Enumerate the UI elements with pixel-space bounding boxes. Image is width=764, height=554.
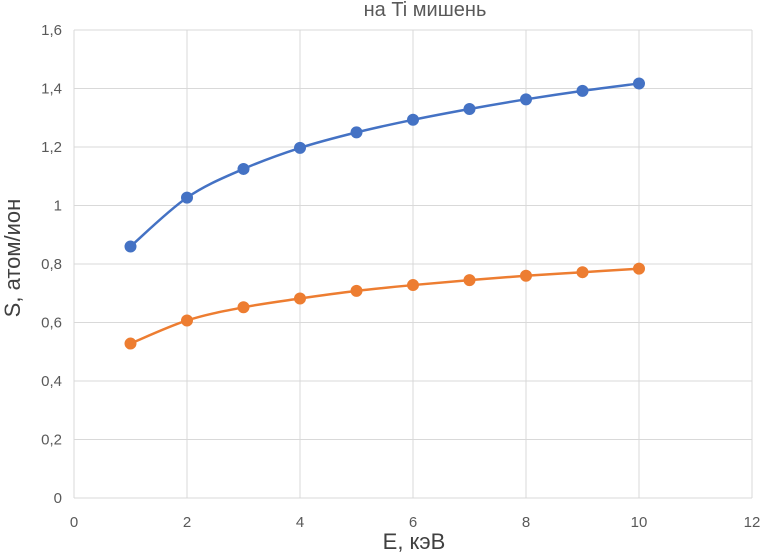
x-tick-label: 4 <box>296 514 304 531</box>
x-tick-label: 12 <box>744 514 761 531</box>
y-tick-label: 0 <box>54 490 62 507</box>
chart-title: на Ti мишень <box>364 0 487 21</box>
series-1-point <box>407 113 419 126</box>
x-tick-label: 0 <box>70 514 78 531</box>
series-1-point <box>237 162 250 175</box>
series-2-point <box>520 269 532 282</box>
tick-labels: 0 0,2 0,4 0,6 0,8 1 1,2 1,4 1,6 0 2 4 6 8 10 12 <box>41 22 760 531</box>
series-1-point <box>124 240 137 253</box>
x-tick-label: 8 <box>522 514 530 531</box>
series-layer <box>124 77 645 350</box>
y-tick-label: 1,4 <box>41 81 62 98</box>
series-2-point <box>181 314 193 327</box>
series-2-point <box>576 266 589 279</box>
y-tick-label: 1 <box>54 198 62 215</box>
x-tick-label: 2 <box>183 514 191 531</box>
y-tick-label: 0,8 <box>41 256 62 273</box>
y-tick-label: 1,6 <box>41 22 62 39</box>
series-1-point <box>463 102 476 115</box>
x-tick-label: 6 <box>409 514 417 531</box>
grid <box>73 29 753 499</box>
series-1-point <box>181 191 193 204</box>
y-tick-label: 0,4 <box>41 373 62 390</box>
y-tick-label: 0,2 <box>41 432 62 449</box>
series-1-point <box>350 126 363 139</box>
series-2-point <box>407 279 419 292</box>
y-tick-label: 0,6 <box>41 315 62 332</box>
series-2-point <box>237 301 250 314</box>
series-2-point <box>463 274 476 287</box>
y-axis-title: S, атом/ион <box>0 199 25 318</box>
series-1-point <box>294 141 306 154</box>
series-2-point <box>350 284 363 297</box>
series-2-point <box>633 262 645 275</box>
series-1-point <box>576 84 589 97</box>
y-tick-label: 1,2 <box>41 139 62 156</box>
series-line-2 <box>129 267 641 345</box>
x-tick-label: 10 <box>631 514 648 531</box>
series-2-point <box>124 337 137 350</box>
series-line-1 <box>129 82 641 248</box>
series-2-point <box>294 292 306 305</box>
series-1-point <box>633 77 645 90</box>
series-1-point <box>520 93 532 106</box>
x-axis-title: E, кэВ <box>383 529 446 554</box>
